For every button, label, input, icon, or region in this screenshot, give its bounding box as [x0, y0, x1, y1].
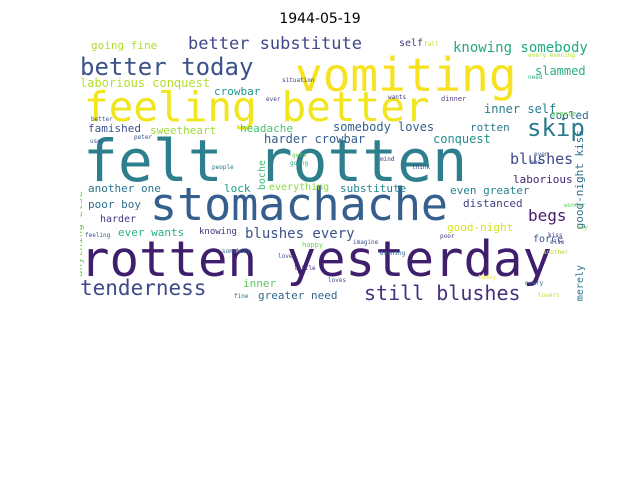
cloud-word: even — [534, 151, 549, 158]
cloud-word: going — [290, 160, 309, 167]
cloud-word: people — [212, 164, 234, 171]
cloud-word: ever — [266, 96, 281, 103]
cloud-word: felt rotten — [83, 127, 468, 195]
cloud-word: everything — [269, 182, 330, 193]
cloud-word: lovers — [538, 292, 560, 299]
cloud-word: rotten yesterday — [80, 231, 553, 288]
cloud-word: conquest — [433, 132, 491, 146]
cloud-word: little — [294, 265, 316, 272]
cloud-word: somebody — [222, 248, 251, 255]
cloud-word: inner — [243, 277, 277, 290]
cloud-word: rotten — [470, 121, 510, 134]
cloud-word: going fine — [91, 39, 158, 52]
cloud-word: today — [478, 274, 497, 281]
cloud-word: knowing — [199, 227, 237, 237]
cloud-word: boy — [577, 224, 588, 231]
cloud-word: love — [278, 253, 293, 260]
cloud-word: peter — [134, 134, 153, 141]
cloud-word: use — [90, 138, 101, 145]
cloud-word: poor — [440, 233, 455, 240]
cloud-word: every — [525, 280, 544, 287]
cloud-word: feeling — [85, 232, 111, 239]
cloud-word: somebody loves — [333, 120, 435, 134]
cloud-word: good-night — [447, 221, 514, 234]
cloud-word: self — [399, 38, 424, 49]
cloud-word: loves — [328, 277, 347, 284]
cloud-word: better — [91, 116, 113, 123]
cloud-word: situation — [282, 77, 315, 84]
cloud-word: begs — [528, 206, 567, 225]
cloud-word: laborious conquest — [80, 76, 211, 90]
cloud-word: headache — [240, 122, 293, 135]
cloud-word: ever wants — [118, 226, 185, 239]
cloud-word: harder crowbar — [264, 132, 366, 146]
cloud-word: blushes — [510, 150, 574, 168]
cloud-word: happy — [302, 241, 324, 249]
cloud-word: harder — [100, 214, 137, 225]
cloud-word: force — [533, 234, 564, 245]
cloud-word: still blushes — [364, 281, 521, 305]
cloud-word: need — [528, 74, 543, 81]
cloud-word: think — [412, 164, 431, 171]
cloud-word: cooled — [549, 109, 589, 122]
cloud-word: boche — [257, 160, 268, 191]
cloud-word: better substitute — [188, 35, 362, 54]
cloud-word: mind — [380, 156, 395, 163]
cloud-word: fine — [234, 293, 249, 300]
cloud-word: kiss — [548, 232, 563, 239]
cloud-word: anything else — [80, 191, 85, 278]
cloud-word: fall — [424, 41, 439, 48]
cloud-word: sweetheart — [150, 124, 217, 137]
cloud-word: better today — [80, 53, 254, 81]
cloud-word: every evening — [528, 52, 575, 59]
cloud-word: another — [543, 249, 569, 256]
cloud-word: crowbar — [214, 85, 261, 98]
cloud-word: poor boy — [88, 198, 141, 211]
cloud-word: skip — [527, 114, 585, 142]
cloud-word: laborious — [513, 173, 573, 186]
cloud-word: vomiting — [295, 48, 517, 102]
cloud-word: else — [550, 239, 565, 246]
cloud-word: famished — [88, 122, 141, 135]
cloud-word: inner self — [484, 102, 557, 116]
cloud-word: knowing somebody — [453, 40, 588, 56]
cloud-word: tenderness — [80, 276, 207, 300]
cloud-word: dinner — [441, 95, 467, 103]
cloud-word: distanced — [463, 197, 523, 210]
cloud-word: wants — [388, 94, 407, 101]
figure-title: 1944-05-19 — [279, 11, 361, 27]
cloud-word: another one — [88, 182, 161, 195]
cloud-word: slammed — [535, 64, 586, 78]
cloud-word: gets — [292, 152, 307, 159]
cloud-word: evening — [380, 250, 406, 257]
cloud-word: wonder — [564, 202, 586, 209]
cloud-word: lock — [224, 182, 251, 195]
cloud-word: substitute — [340, 182, 407, 195]
cloud-word: stomachache — [150, 178, 449, 231]
cloud-word: merely — [575, 265, 586, 302]
cloud-word: greater — [551, 110, 581, 118]
cloud-word: feeling better — [84, 83, 430, 131]
cloud-word: greater need — [258, 289, 338, 302]
word-cloud: rotten yesterday felt rotten stomachache vo… — [80, 35, 610, 305]
cloud-word: even greater — [450, 184, 530, 197]
cloud-word: imagine — [353, 239, 379, 246]
cloud-word: good-night kiss — [573, 130, 586, 230]
cloud-word: one — [530, 159, 541, 166]
cloud-word: blushes every — [245, 226, 355, 242]
